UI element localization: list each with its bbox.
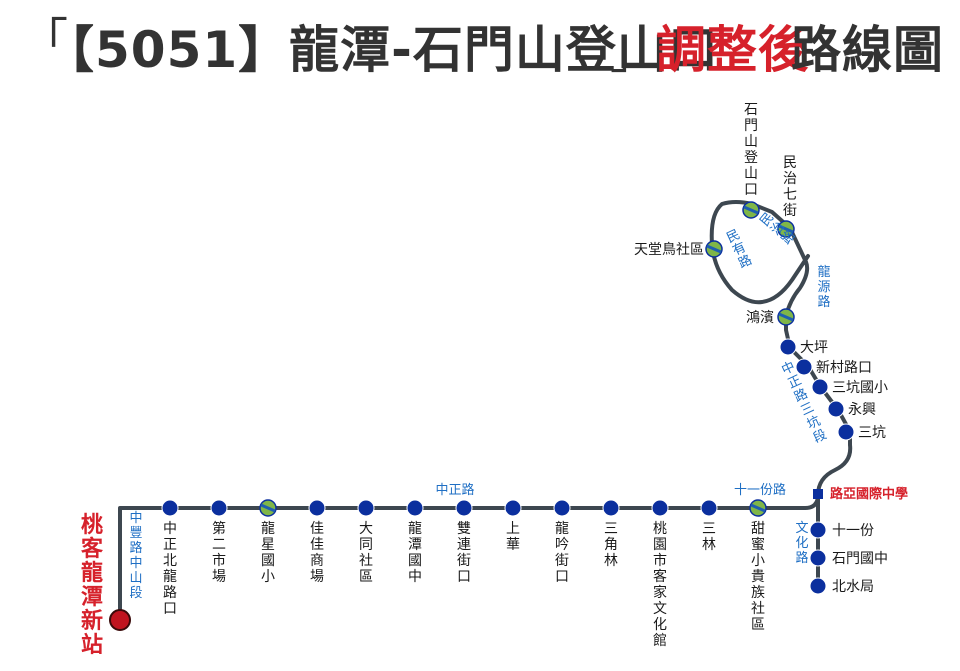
- stop-12: [700, 499, 718, 517]
- stop-dot-icon: [161, 499, 179, 517]
- stop-dot-icon: [809, 521, 827, 539]
- up-stop-1: [837, 423, 855, 441]
- stop-stripe-icon: [778, 312, 794, 322]
- up-stop-label-1: 三坑: [858, 425, 886, 441]
- branch-stop-label-2: 石門國中: [832, 551, 888, 567]
- terminal-dot-icon: [109, 609, 131, 631]
- stop-1: [161, 499, 179, 517]
- stop-label-6: 龍潭國中: [408, 520, 422, 585]
- stop-label-12: 三林: [702, 521, 716, 553]
- road-label-shiyifen: 十一份路: [734, 482, 786, 498]
- stop-stripe-icon: [778, 224, 794, 234]
- stop-10: [602, 499, 620, 517]
- stop-label-7: 雙連街口: [457, 521, 471, 585]
- up-stop-label-5: 大坪: [800, 340, 828, 356]
- stop-label-1: 中正北龍路口: [163, 521, 177, 617]
- up-stop-2: [827, 400, 845, 418]
- title-bracket-open: 「: [22, 13, 69, 67]
- stop-dot-icon: [700, 499, 718, 517]
- loop-stop-label-2: 石門山登山口: [744, 102, 758, 198]
- stop-dot-icon: [406, 499, 424, 517]
- stop-label-10: 三角林: [604, 521, 618, 569]
- up-stop-3: [811, 378, 829, 396]
- page-title: 「 【5051】龍潭-石門山登山口 」 調整後 路線圖: [0, 4, 960, 84]
- stop-stripe-icon: [743, 205, 759, 215]
- road-label-zhongzheng-sankeng: 中正路三坑段: [779, 359, 829, 446]
- road-label-zhongzheng: 中正路: [435, 482, 474, 498]
- stop-stripe-icon: [260, 503, 276, 513]
- road-label-wenhua: 文化路: [795, 521, 808, 566]
- up-stop-label-2: 永興: [848, 402, 876, 418]
- branch-stop-3: [809, 577, 827, 595]
- stop-stripe-icon: [750, 503, 766, 513]
- up-stop-label-4: 新村路口: [816, 360, 872, 376]
- stop-dot-icon: [827, 400, 845, 418]
- stop-dot-icon: [651, 499, 669, 517]
- up-stop-label-3: 三坑國小: [832, 380, 888, 396]
- road-label-minyou: 民有路: [724, 227, 754, 271]
- stop-11: [651, 499, 669, 517]
- stop-dot-icon: [795, 358, 813, 376]
- stop-dot-icon: [308, 499, 326, 517]
- stop-dot-icon: [809, 549, 827, 567]
- stop-dot-icon: [553, 499, 571, 517]
- stop-label-4: 佳佳商場: [310, 521, 324, 585]
- stop-label-13: 甜蜜小貴族社區: [751, 521, 765, 633]
- branch-stop-label-1: 十一份: [832, 523, 874, 539]
- stop-dot-icon: [602, 499, 620, 517]
- route-stops: [109, 201, 855, 631]
- stop-dot-icon: [779, 338, 797, 356]
- route-line-main: [118, 506, 807, 622]
- junction-stop-label: 路亞國際中學: [830, 486, 908, 502]
- title-highlight: 調整後: [656, 21, 809, 79]
- stop-stripe-icon: [706, 244, 722, 254]
- title-route-name: 【5051】龍潭-石門山登山口: [44, 21, 719, 79]
- stop-6: [406, 499, 424, 517]
- stop-7: [455, 499, 473, 517]
- stop-4: [308, 499, 326, 517]
- stop-dot-icon: [210, 499, 228, 517]
- terminal-label: 桃客龍潭新站: [81, 513, 104, 658]
- up-stop-label-6: 鴻濱: [746, 310, 774, 326]
- stop-9: [553, 499, 571, 517]
- stop-label-2: 第二市場: [212, 520, 226, 585]
- loop-stop-3: [705, 240, 723, 258]
- stop-5: [357, 499, 375, 517]
- title-tail: 路線圖: [791, 21, 944, 79]
- stop-label-5: 大同社區: [359, 521, 373, 585]
- stop-8: [504, 499, 522, 517]
- junction-marker-icon: [813, 489, 823, 499]
- title-bracket-close: 」: [610, 25, 657, 79]
- stop-label-8: 上華: [506, 521, 520, 553]
- loop-stop-label-3: 天堂鳥社區: [634, 242, 704, 258]
- stop-3: [259, 499, 277, 517]
- up-stop-5: [779, 338, 797, 356]
- loop-stop-label-1: 民治七街: [783, 155, 797, 219]
- stop-dot-icon: [357, 499, 375, 517]
- road-label-zhongfeng: 中豐路中山段: [129, 511, 142, 601]
- stop-label-9: 龍吟街口: [555, 520, 569, 585]
- branch-stop-1: [809, 521, 827, 539]
- up-stop-4: [795, 358, 813, 376]
- stop-dot-icon: [811, 378, 829, 396]
- route-labels: 中正北龍路口 第二市場 龍星國小 佳佳商場 大同社區 龍潭國中 雙連街口 上華 龍吟街口 三角林 桃…: [81, 102, 908, 658]
- loop-stop-1: [777, 220, 795, 238]
- branch-stop-2: [809, 549, 827, 567]
- stop-label-3: 龍星國小: [261, 520, 275, 585]
- stop-dot-icon: [455, 499, 473, 517]
- loop-stop-2: [742, 201, 760, 219]
- stop-dot-icon: [809, 577, 827, 595]
- stop-dot-icon: [837, 423, 855, 441]
- stop-2: [210, 499, 228, 517]
- up-stop-6: [777, 308, 795, 326]
- road-label-longyuan: 龍源路: [817, 264, 830, 310]
- stop-13: [749, 499, 767, 517]
- branch-stop-label-3: 北水局: [832, 579, 874, 595]
- stop-dot-icon: [504, 499, 522, 517]
- stop-label-11: 桃園市客家文化館: [653, 521, 667, 649]
